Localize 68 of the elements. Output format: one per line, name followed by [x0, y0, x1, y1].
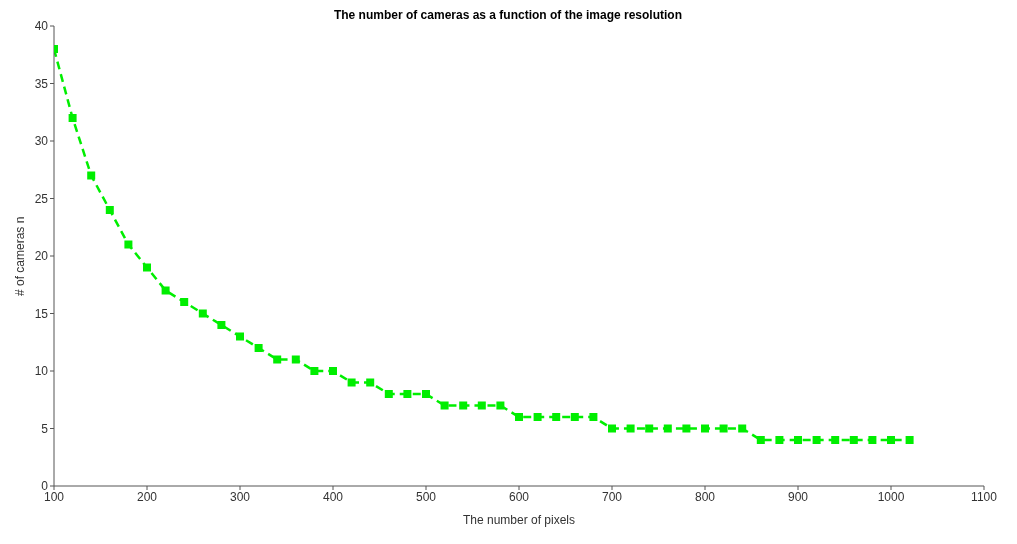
- point: [329, 367, 337, 375]
- point: [198, 309, 207, 318]
- point: [645, 424, 654, 433]
- x-tick-label: 200: [136, 489, 158, 504]
- point: [422, 390, 430, 398]
- x-tick-label: 1000: [877, 489, 905, 504]
- point: [68, 114, 77, 122]
- point: [180, 298, 189, 306]
- point: [384, 390, 393, 398]
- point: [719, 424, 728, 433]
- point: [608, 424, 616, 433]
- point: [366, 378, 375, 387]
- x-tick-label: 500: [415, 489, 437, 504]
- point: [291, 355, 300, 364]
- point: [756, 436, 765, 444]
- point: [403, 390, 412, 398]
- point: [254, 344, 263, 352]
- x-axis-title: The number of pixels: [462, 513, 576, 527]
- point: [143, 263, 151, 272]
- x-tick-label: 1100: [971, 489, 998, 504]
- point: [868, 436, 877, 444]
- point: [682, 424, 691, 433]
- x-tick-label: 700: [601, 489, 623, 504]
- point: [812, 436, 821, 444]
- point: [440, 401, 449, 410]
- x-tick-label: 100: [43, 489, 65, 504]
- x-tick-label: 300: [229, 489, 251, 504]
- x-tick-label: 600: [508, 489, 530, 504]
- point: [236, 332, 244, 341]
- y-tick-label: 40: [34, 19, 49, 34]
- point: [217, 321, 226, 329]
- point: [663, 424, 672, 433]
- point: [570, 413, 579, 421]
- y-tick-label: 20: [34, 249, 49, 264]
- point: [887, 436, 895, 444]
- point: [775, 436, 784, 444]
- y-tick-label: 5: [41, 421, 49, 436]
- y-axis-title: # of cameras n: [13, 216, 28, 296]
- y-tick-label: 30: [34, 134, 49, 149]
- point: [310, 367, 319, 375]
- point: [477, 401, 486, 410]
- point: [794, 436, 802, 444]
- y-tick-label: 35: [34, 76, 49, 91]
- chart-title: The number of cameras as a function of the image resolution: [333, 8, 683, 22]
- point: [552, 413, 561, 421]
- point: [105, 206, 114, 214]
- point: [701, 424, 709, 433]
- point: [87, 171, 96, 180]
- y-tick-label: 15: [34, 306, 49, 321]
- x-tick-label: 800: [694, 489, 716, 504]
- x-tick-label: 400: [322, 489, 344, 504]
- point: [849, 436, 858, 444]
- point: [626, 424, 635, 433]
- point: [533, 413, 542, 421]
- point: [459, 401, 468, 410]
- point: [589, 413, 598, 421]
- point: [738, 424, 747, 433]
- point: [496, 401, 505, 410]
- point: [347, 378, 356, 387]
- point: [831, 436, 840, 444]
- point: [905, 436, 914, 444]
- point: [515, 413, 523, 421]
- x-tick-label: 900: [787, 489, 809, 504]
- y-tick-label: 10: [34, 364, 49, 379]
- point: [273, 355, 282, 364]
- point: [124, 240, 133, 249]
- y-tick-label: 25: [34, 191, 49, 206]
- point: [161, 286, 170, 295]
